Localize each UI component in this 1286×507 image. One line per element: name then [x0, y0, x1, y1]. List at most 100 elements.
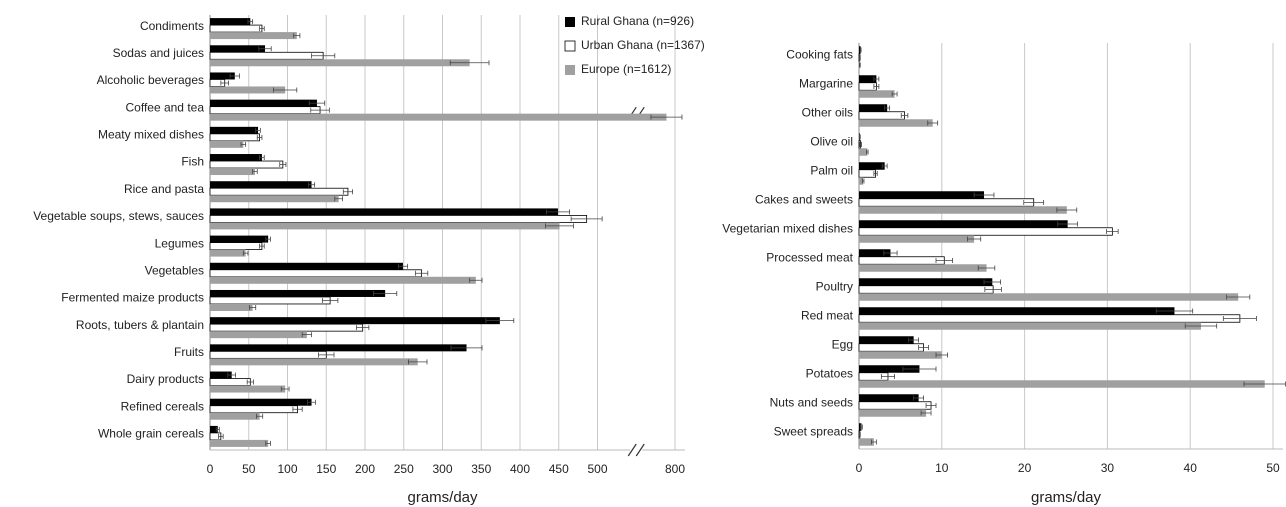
bar — [859, 365, 920, 373]
error-bar — [861, 178, 865, 184]
category-label: Dairy products — [127, 372, 204, 386]
error-bar — [859, 142, 862, 147]
bar — [859, 206, 1067, 214]
bar — [210, 222, 560, 230]
error-bar — [249, 304, 257, 310]
x-tick-label: 10 — [935, 461, 949, 475]
bar — [859, 235, 975, 243]
bar — [209, 106, 321, 115]
bar — [210, 195, 339, 203]
x-tick-label: 20 — [1018, 461, 1032, 475]
bar — [210, 113, 667, 121]
x-tick-label: 350 — [471, 462, 491, 476]
x-tick-label: 40 — [1184, 461, 1198, 475]
bar — [858, 256, 945, 265]
error-bar — [873, 84, 880, 89]
bar — [859, 75, 877, 83]
category-label: Roots, tubers & plantain — [76, 318, 204, 332]
bar — [209, 133, 260, 142]
error-bar — [469, 277, 483, 283]
bar — [210, 154, 262, 162]
category-label: Vegetable soups, stews, sauces — [33, 209, 204, 223]
category-label: Fermented maize products — [61, 291, 204, 305]
error-bar — [1057, 221, 1078, 227]
bar — [859, 351, 942, 359]
bar — [210, 262, 403, 270]
error-bar — [873, 171, 878, 176]
category-label: Processed meat — [766, 251, 853, 265]
category-label: Nuts and seeds — [770, 396, 853, 410]
x-tick-label: 200 — [355, 462, 375, 476]
bar — [859, 307, 1175, 315]
error-bar — [256, 413, 264, 419]
bar — [209, 378, 251, 386]
category-label: Potatoes — [806, 367, 853, 381]
error-bar — [859, 55, 861, 60]
legend-swatch — [565, 17, 575, 27]
error-bar — [301, 332, 312, 338]
bar — [209, 242, 263, 250]
legend-label: Urban Ghana (n=1367) — [581, 38, 705, 52]
bar — [859, 423, 862, 431]
bar — [210, 249, 246, 257]
bar — [859, 264, 987, 272]
category-label: Fruits — [174, 345, 204, 359]
x-tick-label: 0 — [856, 461, 863, 475]
error-bar — [259, 155, 265, 161]
bar — [209, 24, 263, 33]
error-bar — [259, 26, 265, 32]
x-tick-label: 500 — [587, 462, 607, 476]
error-bar — [215, 426, 220, 432]
error-bar — [246, 379, 254, 385]
bar — [210, 317, 500, 325]
bar — [210, 126, 259, 134]
bar — [859, 336, 914, 344]
error-bar — [650, 114, 683, 120]
category-label: Cakes and sweets — [755, 193, 853, 207]
category-label: Sodas and juices — [113, 46, 204, 60]
error-bar — [279, 162, 287, 168]
error-bar — [280, 386, 290, 392]
x-tick-label: 0 — [207, 462, 214, 476]
error-bar — [967, 236, 982, 242]
x-tick-label: 150 — [316, 462, 336, 476]
legend-label: Europe (n=1612) — [581, 62, 671, 76]
bar — [858, 314, 1241, 323]
bar — [859, 249, 891, 257]
error-bar — [880, 374, 896, 379]
error-bar — [883, 250, 898, 256]
error-bar — [984, 287, 1002, 292]
error-bar — [920, 410, 932, 416]
error-bar — [570, 216, 603, 222]
category-label: Meaty mixed dishes — [98, 128, 204, 142]
category-label: Refined cereals — [121, 399, 204, 413]
bar — [210, 412, 260, 420]
error-bar — [1184, 323, 1218, 329]
error-bar — [252, 169, 258, 175]
error-bar — [229, 73, 240, 79]
bar — [859, 119, 933, 127]
error-bar — [900, 113, 909, 118]
bar — [209, 296, 331, 305]
x-tick-label: 800 — [665, 462, 685, 476]
error-bar — [242, 250, 249, 256]
bar — [209, 160, 284, 169]
error-bar — [545, 209, 570, 215]
error-bar — [973, 192, 995, 198]
legend-label: Rural Ghana (n=926) — [581, 14, 694, 28]
error-bar — [450, 345, 483, 351]
error-bar — [307, 399, 316, 405]
bar — [210, 181, 312, 189]
bar — [858, 343, 924, 352]
bar — [859, 293, 1239, 301]
error-bar — [1056, 207, 1078, 213]
error-bar — [859, 47, 862, 53]
bar — [210, 303, 253, 311]
bar — [210, 439, 269, 447]
error-bar — [255, 127, 261, 133]
error-bar — [873, 76, 880, 82]
axis-break-mark — [635, 443, 645, 457]
x-tick-label: 300 — [432, 462, 452, 476]
bar — [859, 322, 1201, 330]
error-bar — [884, 105, 891, 111]
